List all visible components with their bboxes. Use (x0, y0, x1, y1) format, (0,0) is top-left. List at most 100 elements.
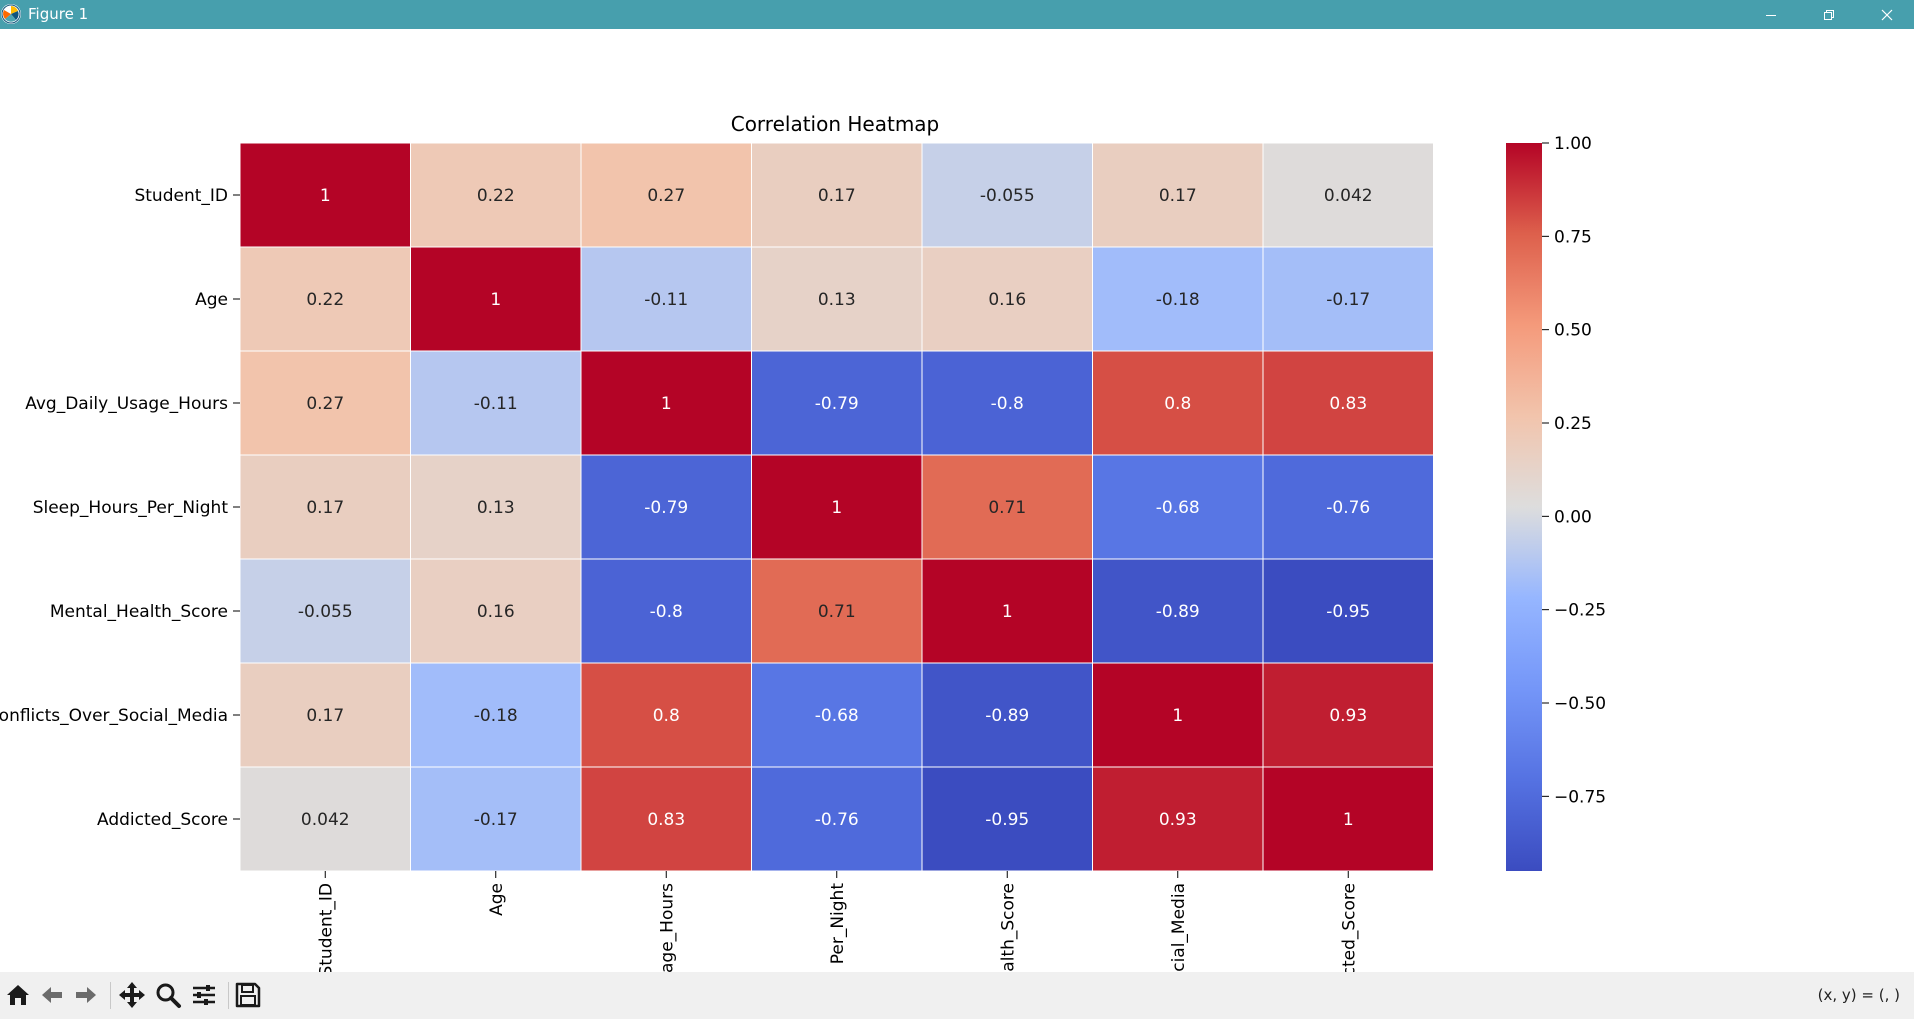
cell-annotation: 1 (661, 394, 672, 414)
cell-annotation: -0.68 (1156, 498, 1200, 518)
heatmap-cell (1092, 558, 1264, 664)
minimize-button[interactable] (1748, 0, 1794, 29)
colorbar-tick-label: −0.50 (1554, 694, 1606, 714)
cell-annotation: 0.16 (477, 602, 515, 622)
colorbar-tick-label: −0.25 (1554, 601, 1606, 621)
figure-canvas[interactable]: Correlation Heatmap 1 0.22 0.27 0.17 -0.055 0… (0, 29, 1914, 972)
cell-annotation: 0.83 (1329, 394, 1367, 414)
heatmap-cell (751, 558, 923, 664)
minimize-icon (1766, 14, 1776, 16)
navigation-toolbar: (x, y) = (, ) (0, 972, 1914, 1019)
heatmap-cell (580, 142, 752, 248)
cell-annotation: -0.17 (1326, 290, 1370, 310)
cell-annotation: 0.042 (301, 810, 350, 830)
column-label: Student_ID (316, 883, 336, 972)
window-title: Figure 1 (28, 5, 89, 23)
heatmap-cell (751, 246, 923, 352)
cell-annotation: -0.18 (474, 706, 518, 726)
cell-annotation: 0.83 (647, 810, 685, 830)
matplotlib-icon (1, 4, 21, 24)
cell-annotation: 0.27 (306, 394, 344, 414)
cell-annotation: 0.71 (818, 602, 856, 622)
heatmap-cell (239, 766, 411, 872)
row-label: onflicts_Over_Social_Media (0, 706, 228, 726)
home-button[interactable] (2, 979, 34, 1011)
heatmap-cell (751, 350, 923, 456)
heatmap-cell (921, 454, 1093, 560)
cursor-coordinates: (x, y) = (, ) (1817, 986, 1900, 1004)
cell-annotation: -0.8 (650, 602, 683, 622)
cell-annotation: 1 (1172, 706, 1183, 726)
cell-annotation: 0.22 (477, 186, 515, 206)
cell-annotation: 0.8 (1164, 394, 1191, 414)
heatmap-cell (921, 142, 1093, 248)
cell-annotation: 0.93 (1159, 810, 1197, 830)
row-label: Age (195, 290, 228, 310)
cell-annotation: 1 (320, 186, 331, 206)
heatmap-cell (1262, 766, 1434, 872)
heatmap-cell (1262, 558, 1434, 664)
cell-annotation: -0.11 (474, 394, 518, 414)
zoom-icon (156, 983, 181, 1008)
row-label: Sleep_Hours_Per_Night (33, 498, 229, 518)
heatmap-cell (921, 246, 1093, 352)
cell-annotation: 0.17 (306, 498, 344, 518)
cell-annotation: 0.16 (988, 290, 1026, 310)
row-label: Avg_Daily_Usage_Hours (25, 394, 228, 414)
cell-annotation: -0.95 (1326, 602, 1370, 622)
cell-annotation: 0.22 (306, 290, 344, 310)
cell-annotation: -0.17 (474, 810, 518, 830)
cell-annotation: 0.13 (477, 498, 515, 518)
cell-annotation: 1 (490, 290, 501, 310)
column-label: alth_Score (998, 883, 1018, 972)
heatmap-cell (1262, 454, 1434, 560)
cell-annotation: -0.18 (1156, 290, 1200, 310)
cell-annotation: -0.76 (1326, 498, 1370, 518)
close-button[interactable] (1864, 0, 1910, 29)
back-button[interactable] (36, 979, 68, 1011)
cell-annotation: -0.11 (644, 290, 688, 310)
heatmap-cell (921, 766, 1093, 872)
heatmap-chart: Correlation Heatmap 1 0.22 0.27 0.17 -0.055 0… (0, 112, 1606, 972)
cell-annotation: 1 (1343, 810, 1354, 830)
heatmap-cell (1262, 350, 1434, 456)
column-labels: Student_ID Age age_Hours Per_Night alth_Scor… (316, 871, 1359, 972)
colorbar-tick-label: 0.00 (1554, 507, 1592, 527)
heatmap-cell (1092, 350, 1264, 456)
maximize-button[interactable] (1806, 0, 1852, 29)
heatmap-cell (921, 662, 1093, 768)
cell-annotation: -0.79 (644, 498, 688, 518)
heatmap-cell (580, 558, 752, 664)
forward-arrow-icon (76, 987, 96, 1003)
heatmap-cell (751, 766, 923, 872)
colorbar-gradient (1506, 143, 1542, 871)
heatmap-cell (580, 766, 752, 872)
save-icon (235, 982, 261, 1008)
save-button[interactable] (232, 979, 264, 1011)
cell-annotation: 0.17 (1159, 186, 1197, 206)
zoom-button[interactable] (152, 979, 184, 1011)
home-icon (7, 985, 29, 1005)
heatmap-cell (1262, 142, 1434, 248)
pan-button[interactable] (116, 979, 148, 1011)
column-label: Per_Night (828, 883, 848, 965)
column-label: age_Hours (657, 883, 677, 972)
cell-annotation: 0.13 (818, 290, 856, 310)
configure-subplots-icon (193, 985, 215, 1005)
pan-icon (119, 982, 145, 1008)
cell-annotation: 0.27 (647, 186, 685, 206)
heatmap-cell (1092, 662, 1264, 768)
back-arrow-icon (42, 987, 62, 1003)
configure-subplots-button[interactable] (188, 979, 220, 1011)
cell-annotations: 1 0.22 0.27 0.17 -0.055 0.17 0.042 0.22 1 -0.11 0.… (298, 186, 1373, 830)
cell-annotation: 1 (831, 498, 842, 518)
close-icon (1881, 9, 1893, 20)
heatmap-cell (580, 246, 752, 352)
forward-button[interactable] (70, 979, 102, 1011)
cell-annotation: 0.93 (1329, 706, 1367, 726)
column-label: cial_Media (1169, 883, 1189, 972)
heatmap-cell (239, 662, 411, 768)
row-label: Addicted_Score (97, 810, 228, 830)
cell-annotation: 0.8 (653, 706, 680, 726)
colorbar-tick-label: −0.75 (1554, 787, 1606, 807)
